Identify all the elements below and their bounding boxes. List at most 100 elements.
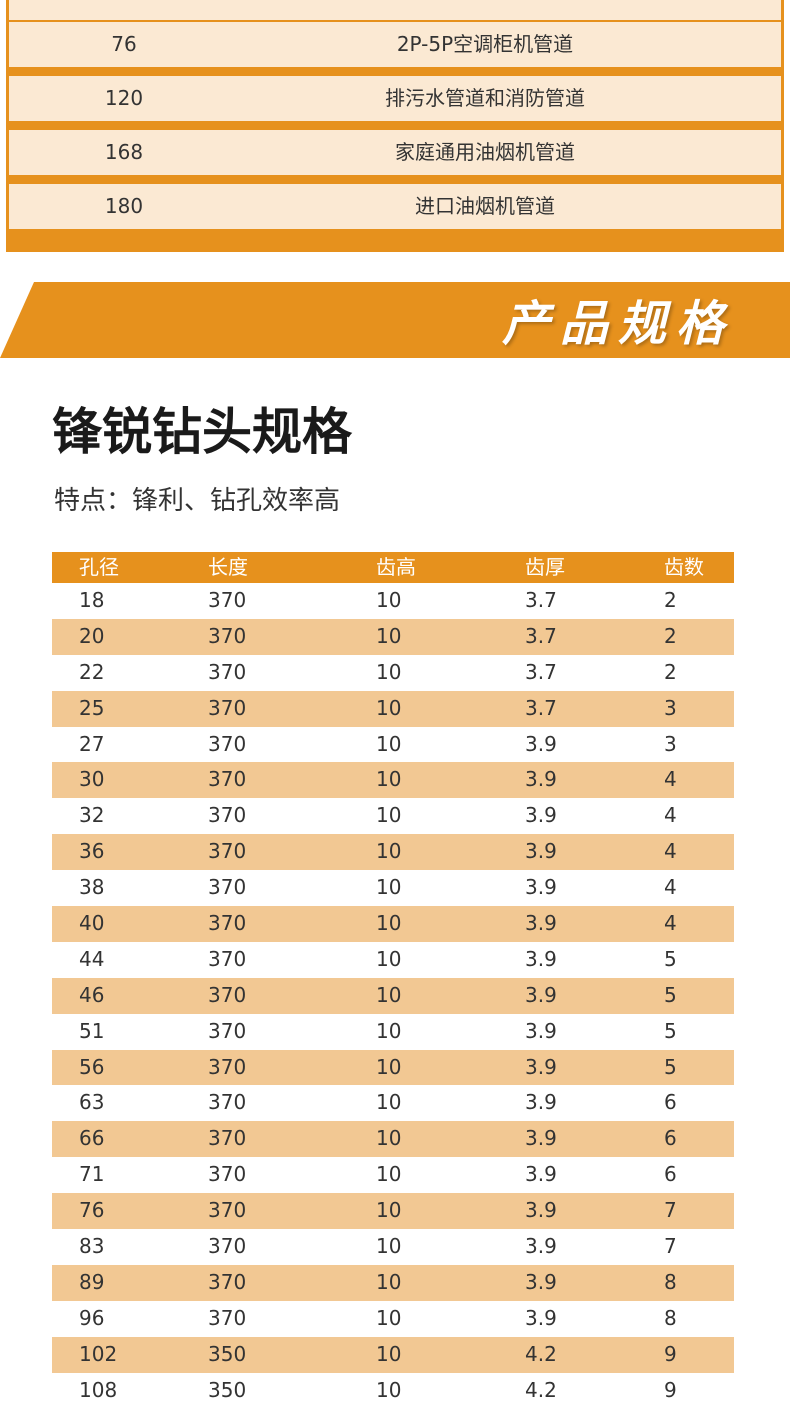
cell-hole-diameter: 18	[79, 588, 105, 612]
header-length: 长度	[208, 555, 248, 579]
cell-hole-diameter: 83	[79, 1234, 105, 1259]
cell-tooth-thickness: 3.9	[525, 1234, 557, 1259]
section-banner: 产品规格	[0, 282, 790, 358]
table-row: 20 370 10 3.7 2	[52, 618, 734, 655]
table-row: 44 370 10 3.9 5	[52, 942, 734, 978]
cell-length: 370	[208, 731, 247, 756]
cell-hole-diameter: 108	[79, 1377, 118, 1402]
cell-tooth-thickness: 3.9	[525, 731, 557, 756]
cell-tooth-height: 10	[376, 1054, 402, 1079]
table-row: 25 370 10 3.7 3	[52, 690, 734, 727]
table-row: 38 370 10 3.9 4	[52, 870, 734, 906]
cell-tooth-thickness: 3.9	[525, 1090, 557, 1115]
cell-tooth-count: 4	[664, 767, 677, 792]
cell-hole-diameter: 56	[79, 1054, 105, 1079]
table-row: 89 370 10 3.9 8	[52, 1264, 734, 1301]
cell-tooth-height: 10	[376, 588, 402, 612]
cell-tooth-height: 10	[376, 875, 402, 900]
cell-tooth-thickness: 3.9	[525, 1269, 557, 1294]
cell-hole-diameter: 102	[79, 1341, 118, 1366]
cell-length: 350	[208, 1341, 247, 1366]
cell-hole-diameter: 76	[79, 1198, 105, 1223]
cell-tooth-thickness: 3.7	[525, 623, 557, 648]
cell-tooth-height: 10	[376, 982, 402, 1007]
table-row: 46 370 10 3.9 5	[52, 977, 734, 1014]
cell-length: 370	[208, 1198, 247, 1223]
cell-tooth-count: 3	[664, 731, 677, 756]
table-row: 51 370 10 3.9 5	[52, 1014, 734, 1050]
cell-tooth-count: 2	[664, 623, 677, 648]
cell-length: 370	[208, 623, 247, 648]
section-subtitle: 特点：锋利、钻孔效率高	[54, 486, 341, 516]
cell-tooth-count: 4	[664, 911, 677, 936]
cell-length: 370	[208, 1234, 247, 1259]
cell-tooth-thickness: 3.9	[525, 1198, 557, 1223]
cell-length: 370	[208, 1126, 247, 1151]
cell-hole-diameter: 20	[79, 623, 105, 648]
cell-hole-diameter: 22	[79, 659, 105, 684]
cell-hole-diameter: 71	[79, 1162, 105, 1187]
table-row: 71 370 10 3.9 6	[52, 1157, 734, 1193]
table-row: 96 370 10 3.9 8	[52, 1301, 734, 1337]
cell-length: 370	[208, 695, 247, 720]
cell-length: 370	[208, 982, 247, 1007]
cell-tooth-count: 2	[664, 588, 677, 612]
cell-length: 370	[208, 911, 247, 936]
table-row: 40 370 10 3.9 4	[52, 906, 734, 942]
table-row: 66 370 10 3.9 6	[52, 1121, 734, 1158]
table-row: 18 370 10 3.7 2	[52, 583, 734, 619]
cell-tooth-thickness: 3.9	[525, 1018, 557, 1043]
cell-tooth-thickness: 3.9	[525, 839, 557, 864]
table-row: 22 370 10 3.7 2	[52, 655, 734, 691]
cell-tooth-count: 8	[664, 1269, 677, 1294]
usage-text: 2P-5P空调柜机管道	[396, 32, 574, 56]
cell-hole-diameter: 40	[79, 911, 105, 936]
cell-tooth-height: 10	[376, 1126, 402, 1151]
cell-length: 370	[208, 803, 247, 828]
cell-tooth-height: 10	[376, 839, 402, 864]
cell-tooth-count: 5	[664, 946, 677, 971]
cell-tooth-count: 2	[664, 659, 677, 684]
cell-tooth-count: 9	[664, 1341, 677, 1366]
table-row: 108 350 10 4.2 9	[52, 1373, 734, 1409]
cell-tooth-thickness: 4.2	[525, 1377, 557, 1402]
cell-tooth-height: 10	[376, 659, 402, 684]
cell-tooth-height: 10	[376, 1269, 402, 1294]
cell-length: 370	[208, 767, 247, 792]
cell-tooth-thickness: 3.7	[525, 659, 557, 684]
cell-length: 370	[208, 1162, 247, 1187]
cell-tooth-thickness: 3.7	[525, 695, 557, 720]
cell-tooth-height: 10	[376, 1198, 402, 1223]
cell-tooth-count: 7	[664, 1198, 677, 1223]
usage-table: 76 2P-5P空调柜机管道 120 排污水管道和消防管道 168 家庭通用油烟…	[0, 0, 790, 252]
cell-tooth-count: 7	[664, 1234, 677, 1259]
cell-tooth-thickness: 3.9	[525, 875, 557, 900]
cell-tooth-count: 6	[664, 1162, 677, 1187]
usage-text: 排污水管道和消防管道	[385, 86, 585, 110]
table-row: 76 370 10 3.9 7	[52, 1193, 734, 1230]
cell-tooth-count: 3	[664, 695, 677, 720]
cell-hole-diameter: 30	[79, 767, 105, 792]
cell-length: 370	[208, 1054, 247, 1079]
cell-tooth-count: 6	[664, 1090, 677, 1115]
cell-hole-diameter: 96	[79, 1305, 105, 1330]
cell-tooth-height: 10	[376, 767, 402, 792]
usage-table-row: 168 家庭通用油烟机管道	[9, 130, 781, 175]
cell-length: 370	[208, 875, 247, 900]
cell-hole-diameter: 25	[79, 695, 105, 720]
cell-tooth-height: 10	[376, 1341, 402, 1366]
cell-hole-diameter: 89	[79, 1269, 105, 1294]
usage-table-row-partial	[9, 0, 781, 20]
cell-tooth-height: 10	[376, 1090, 402, 1115]
cell-hole-diameter: 66	[79, 1126, 105, 1151]
cell-tooth-thickness: 3.9	[525, 946, 557, 971]
table-row: 63 370 10 3.9 6	[52, 1085, 734, 1121]
table-row: 32 370 10 3.9 4	[52, 798, 734, 834]
header-tooth-count: 齿数	[664, 555, 704, 579]
table-row: 56 370 10 3.9 5	[52, 1049, 734, 1086]
cell-hole-diameter: 36	[79, 839, 105, 864]
cell-length: 370	[208, 1269, 247, 1294]
cell-tooth-count: 4	[664, 839, 677, 864]
cell-tooth-height: 10	[376, 803, 402, 828]
usage-table-row: 76 2P-5P空调柜机管道	[9, 22, 781, 67]
